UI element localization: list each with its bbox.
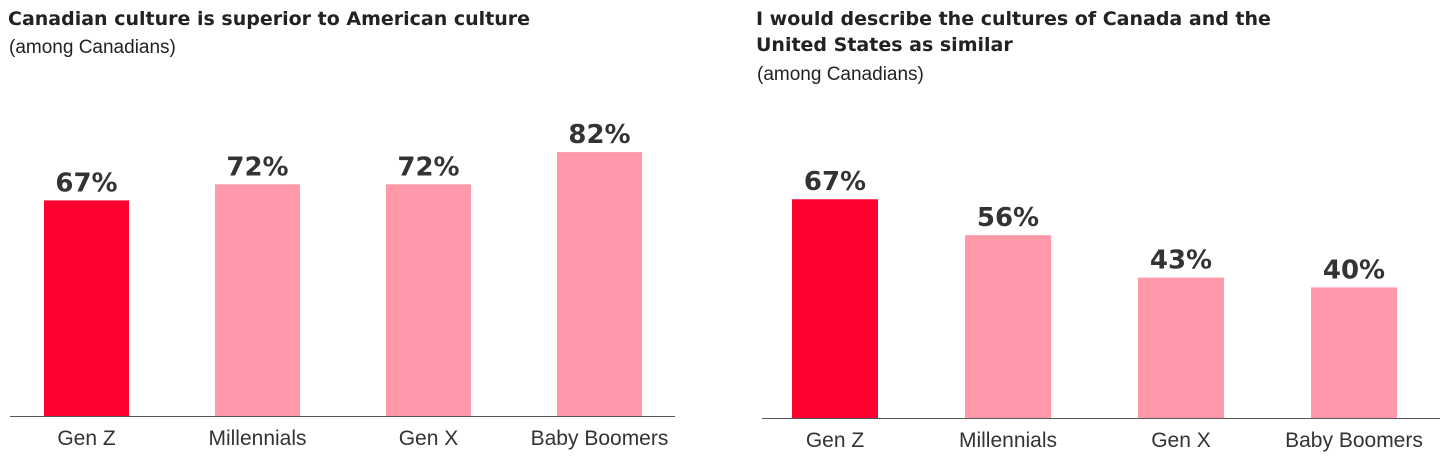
x-tick-label-baby-boomers: Baby Boomers bbox=[531, 427, 669, 450]
bar-gen-x bbox=[386, 184, 471, 416]
bar-baby-boomers bbox=[557, 152, 642, 416]
bar-gen-z bbox=[44, 200, 129, 416]
chart-subtitle: (among Canadians) bbox=[9, 37, 176, 58]
chart-subtitle: (among Canadians) bbox=[757, 64, 924, 85]
x-tick-label-baby-boomers: Baby Boomers bbox=[1285, 429, 1423, 452]
x-tick-label-millennials: Millennials bbox=[208, 427, 306, 450]
bar-gen-x bbox=[1138, 277, 1224, 418]
value-label-gen-x: 72% bbox=[397, 152, 459, 182]
value-label-baby-boomers: 40% bbox=[1323, 255, 1385, 285]
value-label-millennials: 72% bbox=[226, 152, 288, 182]
value-label-millennials: 56% bbox=[977, 203, 1039, 233]
chart-title: I would describe the cultures of Canada … bbox=[756, 8, 1271, 56]
x-tick-label-gen-z: Gen Z bbox=[57, 427, 116, 450]
chart-panel-cultures-similar: I would describe the cultures of Canada … bbox=[748, 0, 1440, 470]
bar-baby-boomers bbox=[1311, 287, 1397, 418]
x-tick-label-gen-x: Gen X bbox=[1151, 429, 1211, 452]
value-label-gen-x: 43% bbox=[1150, 246, 1212, 276]
bar-gen-z bbox=[792, 199, 878, 418]
bar-millennials bbox=[965, 235, 1051, 418]
value-label-baby-boomers: 82% bbox=[568, 120, 630, 150]
value-label-gen-z: 67% bbox=[804, 167, 866, 197]
bar-chart-cultures-similar: 67% Gen Z 56% Millennials 43% Gen X 40% Baby Bo… bbox=[762, 167, 1440, 452]
x-tick-label-gen-z: Gen Z bbox=[806, 429, 865, 452]
chart-title: Canadian culture is superior to American… bbox=[8, 8, 531, 30]
bar-millennials bbox=[215, 184, 300, 416]
value-label-gen-z: 67% bbox=[55, 168, 117, 198]
chart-panel-culture-superior: Canadian culture is superior to American… bbox=[0, 0, 700, 470]
bar-chart-culture-superior: 67% Gen Z 72% Millennials 72% Gen X 82% Baby Bo… bbox=[10, 120, 675, 450]
x-tick-label-millennials: Millennials bbox=[959, 429, 1057, 452]
x-tick-label-gen-x: Gen X bbox=[399, 427, 459, 450]
